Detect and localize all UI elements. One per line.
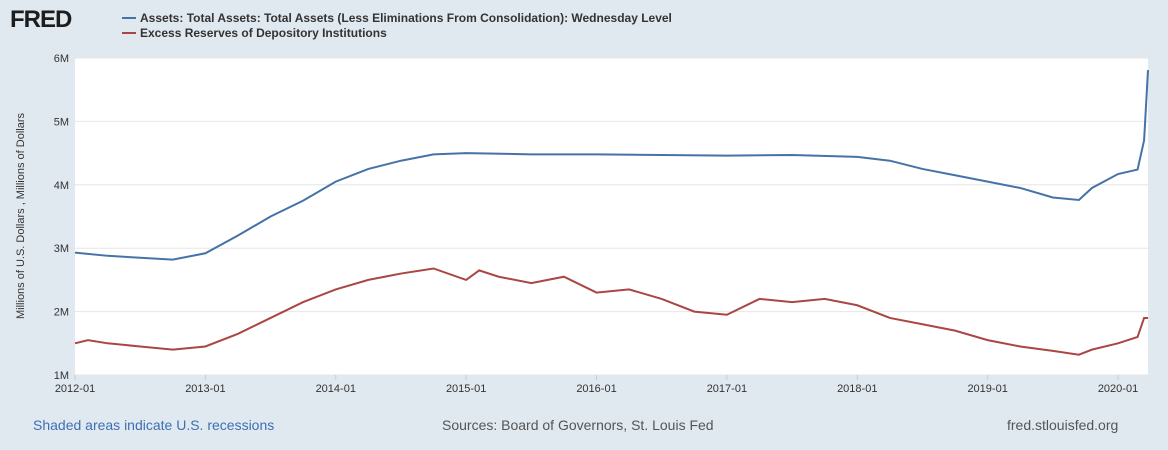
legend-label: Assets: Total Assets: Total Assets (Less…: [140, 10, 672, 25]
legend-swatch: [122, 16, 136, 19]
site-link[interactable]: fred.stlouisfed.org: [1007, 417, 1119, 433]
x-tick-label: 2012-01: [55, 383, 95, 395]
recessions-note-link[interactable]: Shaded areas indicate U.S. recessions: [33, 417, 275, 433]
y-tick-label: 5M: [54, 116, 69, 128]
legend-swatch: [122, 31, 136, 34]
legend-label: Excess Reserves of Depository Institutio…: [140, 25, 387, 40]
x-tick-label: 2014-01: [316, 383, 356, 395]
y-tick-label: 3M: [54, 243, 69, 255]
x-tick-label: 2016-01: [576, 383, 616, 395]
fred-logo[interactable]: FRED: [10, 6, 72, 33]
x-tick-label: 2017-01: [707, 383, 747, 395]
legend: Assets: Total Assets: Total Assets (Less…: [122, 10, 672, 40]
x-tick-label: 2019-01: [967, 383, 1007, 395]
y-tick-label: 2M: [54, 307, 69, 319]
x-tick-label: 2020-01: [1098, 383, 1138, 395]
x-tick-label: 2013-01: [185, 383, 225, 395]
legend-item-reserves[interactable]: Excess Reserves of Depository Institutio…: [122, 25, 672, 40]
legend-item-assets[interactable]: Assets: Total Assets: Total Assets (Less…: [122, 10, 672, 25]
plot-area: [75, 58, 1148, 375]
x-tick-label: 2015-01: [446, 383, 486, 395]
series-line-1[interactable]: [74, 267, 1148, 356]
y-axis-label: Millions of U.S. Dollars , Millions of D…: [15, 113, 27, 319]
line-chart: 1M 2M 3M 4M 5M 6M 2012-01 2013-01 2014-01 2015-01…: [15, 53, 1149, 395]
y-tick-label: 1M: [54, 370, 69, 382]
series-line-0[interactable]: [74, 69, 1149, 261]
y-tick-label: 4M: [54, 180, 69, 192]
y-tick-label: 6M: [54, 53, 69, 65]
x-tick-label: 2018-01: [837, 383, 877, 395]
sources-text: Sources: Board of Governors, St. Louis F…: [442, 417, 714, 433]
